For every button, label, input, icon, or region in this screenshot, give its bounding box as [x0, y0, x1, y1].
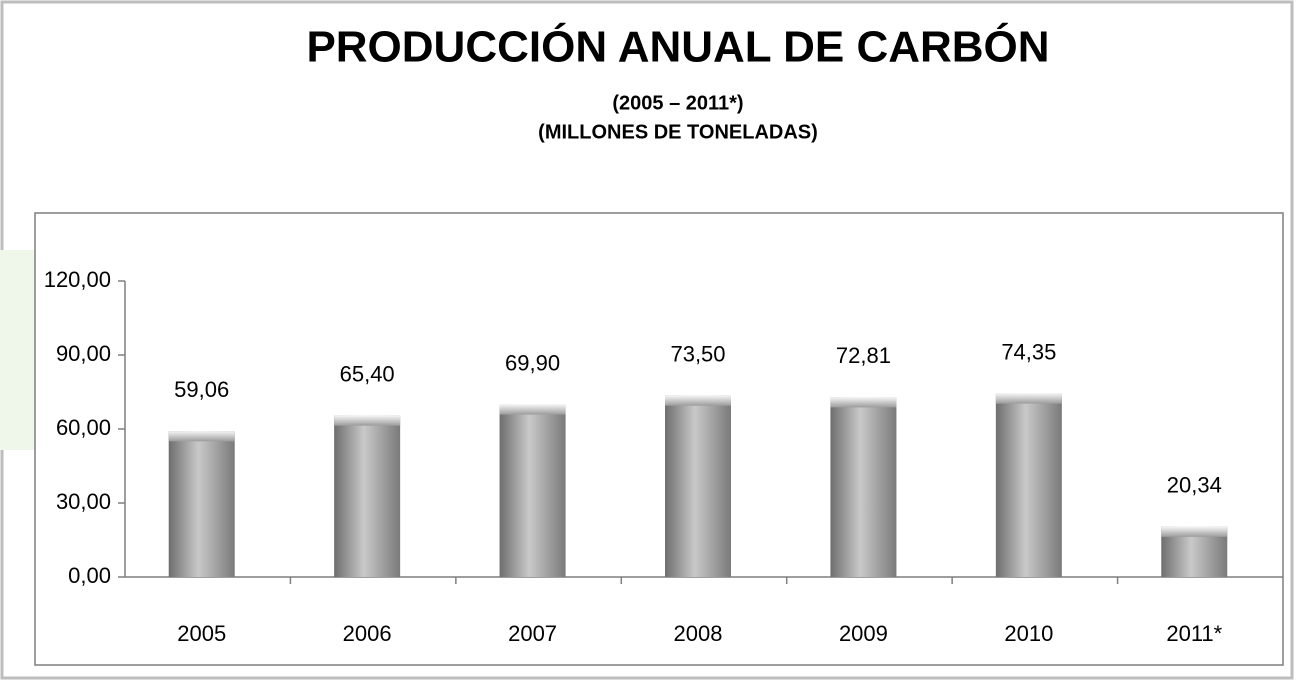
bar [995, 393, 1062, 577]
value-label: 72,81 [836, 343, 891, 368]
y-tick-label: 60,00 [56, 415, 111, 440]
bar [830, 397, 897, 577]
x-tick-label: 2008 [674, 621, 723, 646]
x-tick-label: 2006 [343, 621, 392, 646]
bar [499, 404, 566, 577]
bar-cap [334, 415, 401, 426]
y-tick-label: 120,00 [44, 267, 111, 292]
bar-cap [168, 431, 235, 442]
bar [168, 431, 235, 577]
chart-subtitle: (MILLONES DE TONELADAS) [538, 121, 818, 143]
value-label: 65,40 [340, 361, 395, 386]
plot-frame [34, 212, 1284, 666]
chart-title: PRODUCCIÓN ANUAL DE CARBÓN [306, 22, 1049, 72]
y-tick-label: 30,00 [56, 489, 111, 514]
value-label: 20,34 [1167, 473, 1222, 498]
x-tick-label: 2005 [177, 621, 226, 646]
bar [334, 415, 401, 577]
value-label: 73,50 [670, 342, 725, 367]
x-tick-label: 2009 [839, 621, 888, 646]
x-tick-label: 2007 [508, 621, 557, 646]
plot-area: 0,00 30,00 60,00 90,00 120,00 2005 59,06 2006 65… [44, 267, 1283, 646]
bar-cap [995, 393, 1062, 404]
value-label: 74,35 [1001, 339, 1056, 364]
bar-cap [665, 395, 731, 406]
bar-cap [1161, 526, 1228, 537]
decor [0, 250, 40, 450]
value-label: 69,90 [505, 350, 560, 375]
bar-cap [830, 397, 897, 408]
bar [665, 395, 731, 577]
y-tick-label: 90,00 [56, 341, 111, 366]
bar-cap [499, 404, 566, 415]
x-tick-label: 2011* [1166, 621, 1222, 646]
y-tick-label: 0,00 [68, 563, 111, 588]
value-label: 59,06 [174, 377, 229, 402]
x-tick-label: 2010 [1004, 621, 1053, 646]
chart-subtitle: (2005 – 2011*) [612, 92, 743, 114]
